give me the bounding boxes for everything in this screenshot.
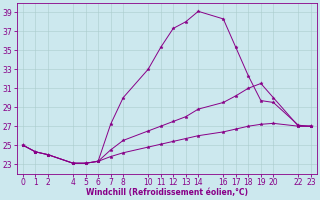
- X-axis label: Windchill (Refroidissement éolien,°C): Windchill (Refroidissement éolien,°C): [86, 188, 248, 197]
